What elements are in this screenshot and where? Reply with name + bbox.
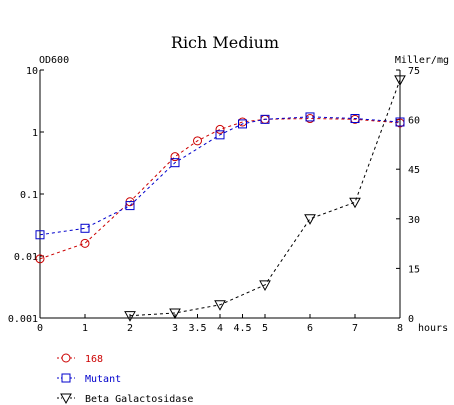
y-right-tick-label: 60 (408, 116, 420, 127)
y-right-ticks: 75 60 45 30 15 0 (396, 66, 420, 325)
x-tick-label: 5 (262, 323, 268, 334)
data-point-0 (80, 238, 90, 248)
data-point-2 (214, 300, 226, 311)
legend-label: 168 (85, 354, 103, 365)
y-right-tick-label: 45 (408, 165, 420, 176)
left-axis-label: OD600 (39, 55, 69, 66)
data-point-0 (35, 254, 45, 264)
data-point-0 (215, 124, 225, 134)
y-right-tick-label: 0 (408, 314, 414, 325)
data-point-2 (394, 75, 406, 86)
y-left-tick-label: 1 (32, 128, 38, 139)
x-tick-label: 8 (397, 323, 403, 334)
series-line-1 (39, 116, 401, 236)
data-point-2 (304, 214, 316, 225)
legend-marker (60, 393, 72, 405)
data-point-1 (395, 117, 405, 127)
y-left-ticks: 10 1 0.1 0.01 0.001 (8, 66, 44, 325)
x-tick-label: 6 (307, 323, 313, 334)
data-point-1 (80, 223, 90, 233)
legend: 168 Mutant Beta Galactosidase (57, 353, 193, 405)
y-left-tick-label: 0.01 (14, 252, 38, 263)
y-left-tick-label: 0.001 (8, 314, 38, 325)
legend-marker (61, 353, 71, 363)
legend-label: Mutant (85, 374, 121, 385)
y-right-tick-label: 15 (408, 264, 420, 275)
data-point-1 (170, 158, 180, 168)
legend-label: Beta Galactosidase (85, 394, 193, 405)
y-right-tick-label: 75 (408, 66, 420, 77)
data-point-1 (305, 112, 315, 122)
x-tick-label: 7 (352, 323, 358, 334)
y-left-tick-label: 0.1 (20, 190, 38, 201)
x-tick-label: 4.5 (233, 323, 251, 334)
x-tick-label: 3.5 (188, 323, 206, 334)
data-point-2 (124, 311, 136, 322)
series-line-2 (129, 79, 401, 317)
x-axis-label: hours (418, 323, 448, 334)
data-point-0 (193, 136, 202, 146)
data-point-1 (350, 114, 360, 124)
data-point-1 (215, 130, 225, 140)
data-point-2 (169, 308, 181, 320)
data-point-2 (259, 280, 271, 291)
data-point-1 (35, 230, 45, 240)
x-tick-label: 4 (217, 323, 223, 334)
series-layer (35, 75, 406, 322)
right-axis-label: Miller/mg (395, 55, 449, 66)
data-point-1 (125, 201, 135, 211)
x-tick-label: 0 (37, 323, 43, 334)
x-ticks: 0 1 2 3 3.5 4 4.5 5 6 7 8 (37, 314, 403, 334)
x-tick-label: 1 (82, 323, 88, 334)
series-line-0 (39, 117, 401, 260)
chart-title: Rich Medium (171, 33, 279, 52)
y-left-tick-label: 10 (26, 66, 38, 77)
legend-marker (61, 373, 71, 383)
y-right-tick-label: 30 (408, 215, 420, 226)
data-point-1 (238, 119, 247, 129)
data-point-2 (349, 197, 361, 209)
data-point-1 (260, 114, 270, 124)
x-tick-label: 2 (127, 323, 133, 334)
x-tick-label: 3 (172, 323, 178, 334)
data-point-0 (170, 152, 180, 162)
